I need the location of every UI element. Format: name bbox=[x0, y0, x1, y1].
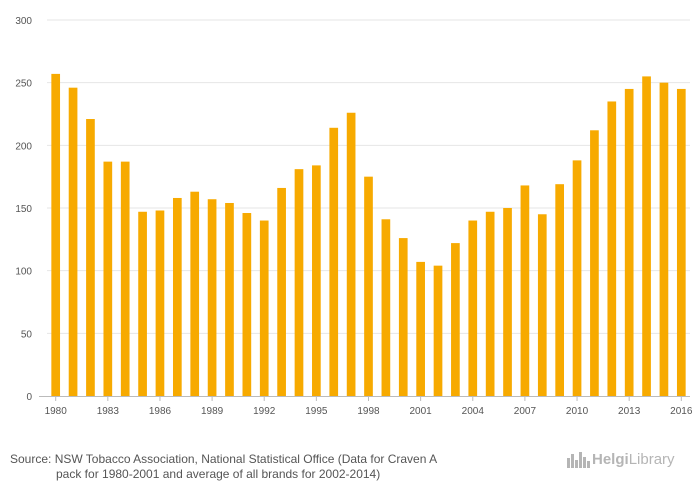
bar-2003 bbox=[451, 243, 460, 396]
x-tick-label: 2007 bbox=[514, 406, 537, 417]
bar-2016 bbox=[676, 88, 686, 396]
x-tick-label: 2013 bbox=[618, 406, 641, 417]
x-tick-label: 1998 bbox=[357, 406, 380, 417]
y-tick-label: 200 bbox=[15, 141, 32, 152]
bar-1994 bbox=[294, 169, 304, 396]
bar-2015 bbox=[659, 82, 669, 397]
bar-1983 bbox=[103, 161, 113, 396]
city-skyline-icon bbox=[567, 452, 590, 468]
source-line-1: Source: NSW Tobacco Association, Nationa… bbox=[10, 452, 438, 466]
bar-1987 bbox=[172, 197, 182, 396]
bar-2008 bbox=[537, 214, 547, 396]
bar-1996 bbox=[329, 127, 339, 396]
x-tick-label: 1995 bbox=[305, 406, 328, 417]
bar-2013 bbox=[624, 88, 634, 396]
x-axis-labels: 1980 1983 1986 1989 1992 1995 1998 2001 2004 2007… bbox=[45, 396, 693, 417]
x-tick-label: 1986 bbox=[149, 406, 172, 417]
y-tick-label: 300 bbox=[15, 16, 32, 27]
bar-2010 bbox=[572, 160, 582, 396]
x-tick-label: 1980 bbox=[45, 406, 68, 417]
bars bbox=[51, 73, 686, 397]
bar-1997 bbox=[346, 112, 356, 396]
bar-1982 bbox=[86, 119, 95, 396]
bar-1980 bbox=[51, 73, 61, 396]
y-axis-labels: 0 50 100 150 200 250 300 bbox=[15, 16, 32, 403]
bar-2005 bbox=[485, 211, 495, 396]
x-tick-label: 1983 bbox=[97, 406, 120, 417]
logo-part-1: Helgi bbox=[592, 450, 629, 468]
x-tick-label: 1992 bbox=[253, 406, 276, 417]
source-note: Source: NSW Tobacco Association, Nationa… bbox=[10, 452, 530, 482]
bar-1993 bbox=[277, 187, 286, 396]
bar-2002 bbox=[433, 265, 443, 396]
bar-2014 bbox=[642, 76, 651, 397]
bar-1989 bbox=[207, 199, 217, 396]
bar-1990 bbox=[225, 202, 234, 396]
bar-1981 bbox=[68, 87, 78, 397]
y-tick-label: 100 bbox=[15, 267, 32, 278]
y-tick-label: 50 bbox=[21, 329, 33, 340]
y-tick-label: 150 bbox=[15, 204, 32, 215]
bar-2001 bbox=[416, 261, 425, 396]
x-tick-label: 1989 bbox=[201, 406, 224, 417]
logo-part-2: Library bbox=[628, 450, 675, 468]
bar-1988 bbox=[190, 191, 200, 396]
bar-1992 bbox=[259, 220, 269, 396]
x-tick-label: 2016 bbox=[670, 406, 693, 417]
bar-1984 bbox=[120, 161, 130, 396]
bar-2000 bbox=[398, 238, 408, 396]
bar-2006 bbox=[503, 208, 512, 396]
source-line-2: pack for 1980-2001 and average of all br… bbox=[56, 467, 381, 481]
bar-1986 bbox=[155, 210, 165, 396]
bar-1998 bbox=[364, 176, 373, 396]
bar-2004 bbox=[468, 220, 478, 396]
logo-text: HelgiLibrary bbox=[592, 451, 675, 468]
bar-2007 bbox=[520, 185, 530, 396]
x-tick-label: 2010 bbox=[566, 406, 589, 417]
x-tick-label: 2004 bbox=[462, 406, 485, 417]
bar-1991 bbox=[242, 213, 252, 396]
helgilibrary-logo: HelgiLibrary bbox=[566, 450, 675, 468]
bar-2009 bbox=[555, 184, 565, 396]
bar-1999 bbox=[381, 219, 391, 396]
y-tick-label: 0 bbox=[26, 392, 32, 403]
y-tick-label: 250 bbox=[15, 79, 32, 90]
bar-2011 bbox=[590, 130, 599, 396]
bar-1995 bbox=[312, 165, 321, 396]
x-tick-label: 2001 bbox=[410, 406, 433, 417]
bar-1985 bbox=[138, 211, 147, 396]
bar-2012 bbox=[607, 101, 617, 396]
